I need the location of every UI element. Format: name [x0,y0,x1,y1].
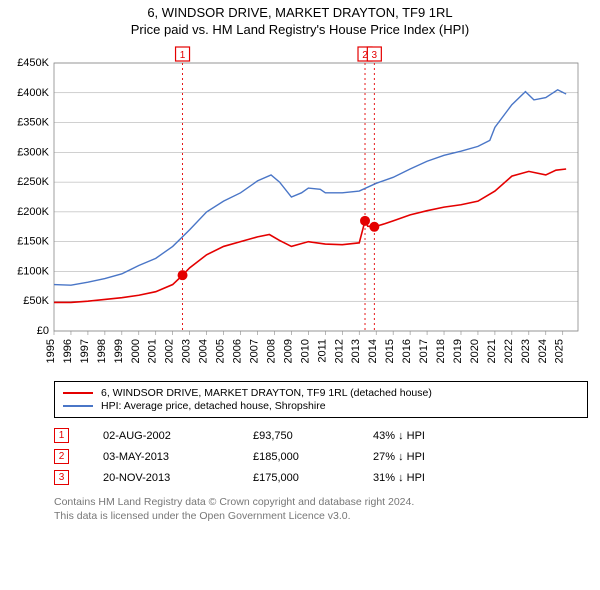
x-tick-label: 2015 [384,339,396,363]
x-tick-label: 2010 [299,339,311,363]
transaction-price: £185,000 [253,451,373,463]
x-tick-label: 2001 [147,339,159,363]
x-tick-label: 2003 [181,339,193,363]
legend-swatch [63,392,93,394]
x-tick-label: 2025 [554,339,566,363]
chart-svg: £0 £50K £100K £150K £200K £250K £300K £350K £400… [10,43,590,373]
x-tick-label: 2016 [401,339,413,363]
address-title: 6, WINDSOR DRIVE, MARKET DRAYTON, TF9 1R… [10,5,590,20]
transaction-date: 03-MAY-2013 [103,451,253,463]
x-tick-label: 2004 [198,339,210,363]
transaction-badge: 2 [54,449,69,464]
x-tick-label: 2009 [282,339,294,363]
x-tick-label: 2008 [265,339,277,363]
plot-border [54,63,578,331]
x-tick-label: 1998 [96,339,108,363]
sale-marker [361,216,370,225]
x-tick-label: 1999 [113,339,125,363]
legend: 6, WINDSOR DRIVE, MARKET DRAYTON, TF9 1R… [54,381,588,418]
transaction-delta: 27% ↓ HPI [373,451,425,463]
x-tick-label: 1996 [62,339,74,363]
transaction-price: £175,000 [253,472,373,484]
figure-container: 6, WINDSOR DRIVE, MARKET DRAYTON, TF9 1R… [0,0,600,531]
x-tick-label: 2022 [503,339,515,363]
y-tick-label: £0 [37,325,49,337]
legend-item: HPI: Average price, detached house, Shro… [63,400,579,412]
chart: £0 £50K £100K £150K £200K £250K £300K £350K £400… [10,43,590,373]
legend-label: HPI: Average price, detached house, Shro… [101,400,326,412]
footer-line: This data is licensed under the Open Gov… [54,509,588,523]
transaction-row: 1 02-AUG-2002£93,75043% ↓ HPI [54,428,588,443]
x-tick-label: 2002 [164,339,176,363]
x-tick-label: 2018 [435,339,447,363]
y-tick-label: £300K [17,146,49,158]
x-tick-label: 2019 [452,339,464,363]
x-tick-label: 2006 [232,339,244,363]
x-tick-label: 2005 [215,339,227,363]
transaction-delta: 43% ↓ HPI [373,430,425,442]
x-tick-label: 2011 [316,339,328,363]
y-tick-label: £400K [17,87,49,99]
transaction-date: 02-AUG-2002 [103,430,253,442]
x-tick-label: 2012 [333,339,345,363]
badge-number: 1 [180,50,186,61]
transaction-badge: 3 [54,470,69,485]
y-tick-label: £350K [17,117,49,129]
x-tick-label: 2000 [130,339,142,363]
x-tick-label: 2007 [248,339,260,363]
subtitle: Price paid vs. HM Land Registry's House … [10,22,590,37]
footer-attribution: Contains HM Land Registry data © Crown c… [54,495,588,523]
transaction-row: 3 20-NOV-2013£175,00031% ↓ HPI [54,470,588,485]
y-tick-label: £150K [17,236,49,248]
transaction-delta: 31% ↓ HPI [373,472,425,484]
transactions-table: 1 02-AUG-2002£93,75043% ↓ HPI 2 03-MAY-2013… [54,428,588,485]
y-tick-label: £250K [17,176,49,188]
transaction-price: £93,750 [253,430,373,442]
title-block: 6, WINDSOR DRIVE, MARKET DRAYTON, TF9 1R… [10,5,590,37]
footer-line: Contains HM Land Registry data © Crown c… [54,495,588,509]
x-tick-label: 2021 [486,339,498,363]
legend-label: 6, WINDSOR DRIVE, MARKET DRAYTON, TF9 1R… [101,387,432,399]
badge-number: 3 [372,50,378,61]
transaction-badge: 1 [54,428,69,443]
sale-marker [178,271,187,280]
x-tick-label: 2020 [469,339,481,363]
x-tick-label: 2024 [537,339,549,363]
legend-item: 6, WINDSOR DRIVE, MARKET DRAYTON, TF9 1R… [63,387,579,399]
y-tick-label: £200K [17,206,49,218]
legend-swatch [63,405,93,407]
series-hpi [54,90,566,285]
x-tick-label: 2014 [367,339,379,363]
x-tick-label: 1995 [45,339,57,363]
sale-marker [370,222,379,231]
x-tick-label: 1997 [79,339,91,363]
transaction-row: 2 03-MAY-2013£185,00027% ↓ HPI [54,449,588,464]
y-tick-label: £100K [17,265,49,277]
y-tick-label: £450K [17,57,49,69]
x-tick-label: 2017 [418,339,430,363]
series-price_paid [54,169,566,302]
x-tick-label: 2023 [520,339,532,363]
transaction-date: 20-NOV-2013 [103,472,253,484]
x-tick-label: 2013 [350,339,362,363]
y-tick-label: £50K [23,295,49,307]
